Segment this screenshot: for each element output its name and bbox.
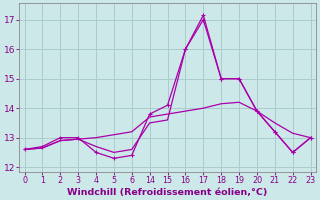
X-axis label: Windchill (Refroidissement éolien,°C): Windchill (Refroidissement éolien,°C)	[67, 188, 268, 197]
